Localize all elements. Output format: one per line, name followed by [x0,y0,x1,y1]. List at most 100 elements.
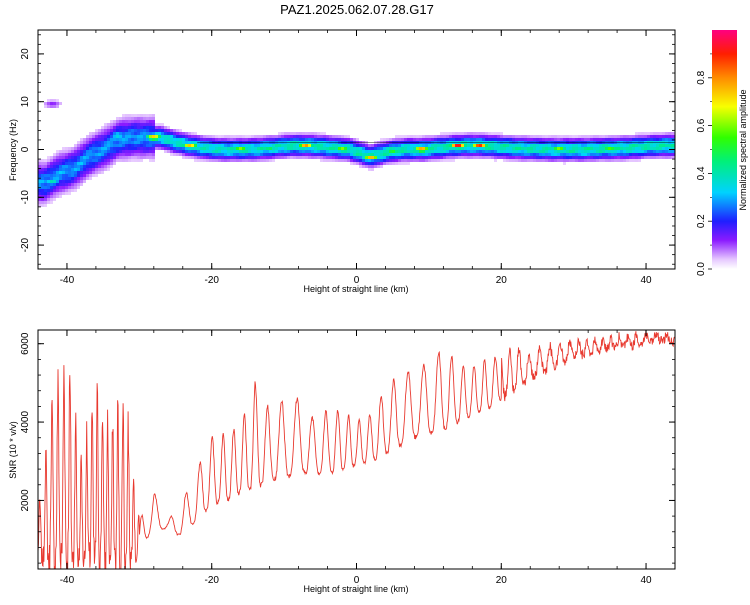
heatmap-cell [125,117,128,120]
heatmap-cell [293,153,296,156]
heatmap-cell [65,189,68,192]
heatmap-cell [59,171,62,174]
heatmap-cell [200,153,203,156]
heatmap-cell [455,144,458,147]
heatmap-cell [38,159,41,162]
heatmap-cell [443,132,446,135]
heatmap-cell [236,150,239,153]
heatmap-cell [185,138,188,141]
heatmap-cell [641,153,644,156]
heatmap-cell [368,156,371,159]
heatmap-cell [536,138,539,141]
heatmap-cell [44,177,47,180]
heatmap-cell [575,147,578,150]
heatmap-cell [68,189,71,192]
heatmap-cell [617,147,620,150]
heatmap-cell [464,150,467,153]
heatmap-cell [392,144,395,147]
heatmap-cell [71,165,74,168]
heatmap-cell [335,153,338,156]
heatmap-cell [83,141,86,144]
heatmap-cell [332,159,335,162]
heatmap-cell [362,159,365,162]
heatmap-cell [149,132,152,135]
heatmap-cell [494,153,497,156]
heatmap-cell [560,147,563,150]
heatmap-cell [632,150,635,153]
heatmap-cell [89,156,92,159]
heatmap-cell [611,153,614,156]
heatmap-cell [269,147,272,150]
heatmap-cell [236,138,239,141]
heatmap-cell [671,138,674,141]
heatmap-cell [602,153,605,156]
heatmap-cell [566,153,569,156]
heatmap-cell [41,201,44,204]
heatmap-cell [635,135,638,138]
heatmap-cell [242,150,245,153]
heatmap-cell [278,147,281,150]
heatmap-cell [152,156,155,159]
heatmap-cell [47,102,50,105]
heatmap-cell [509,147,512,150]
heatmap-cell [128,117,131,120]
heatmap-cell [71,168,74,171]
heatmap-cell [656,138,659,141]
heatmap-cell [662,144,665,147]
heatmap-cell [137,147,140,150]
heatmap-cell [290,144,293,147]
heatmap-cell [341,156,344,159]
heatmap-cell [134,150,137,153]
heatmap-cell [287,135,290,138]
heatmap-cell [542,138,545,141]
heatmap-cell [629,159,632,162]
heatmap-cell [56,180,59,183]
heatmap-cell [443,153,446,156]
heatmap-cell [503,150,506,153]
heatmap-cell [455,135,458,138]
heatmap-cell [266,144,269,147]
x-tick-label: -20 [205,275,220,286]
heatmap-cell [440,159,443,162]
heatmap-cell [143,123,146,126]
heatmap-cell [311,147,314,150]
heatmap-cell [587,138,590,141]
heatmap-cell [431,153,434,156]
heatmap-cell [665,138,668,141]
heatmap-cell [548,153,551,156]
heatmap-cell [119,156,122,159]
heatmap-cell [581,147,584,150]
heatmap-cell [65,180,68,183]
heatmap-cell [146,135,149,138]
heatmap-cell [215,138,218,141]
heatmap-cell [665,135,668,138]
heatmap-cell [422,135,425,138]
heatmap-cell [479,138,482,141]
heatmap-cell [527,147,530,150]
heatmap-cell [113,150,116,153]
heatmap-cell [620,144,623,147]
heatmap-cell [518,156,521,159]
heatmap-cell [101,141,104,144]
heatmap-cell [413,150,416,153]
heatmap-cell [332,150,335,153]
heatmap-cell [302,153,305,156]
heatmap-cell [284,144,287,147]
heatmap-cell [347,156,350,159]
heatmap-cell [47,180,50,183]
heatmap-cell [566,138,569,141]
heatmap-cell [368,162,371,165]
x-tick-label: 20 [496,275,508,286]
heatmap-cell [92,165,95,168]
heatmap-cell [350,147,353,150]
heatmap-cell [434,135,437,138]
heatmap-cell [347,135,350,138]
heatmap-cell [389,159,392,162]
heatmap-cell [590,144,593,147]
heatmap-cell [416,147,419,150]
heatmap-cell [131,153,134,156]
heatmap-cell [53,156,56,159]
heatmap-cell [545,159,548,162]
heatmap-cell [56,102,59,105]
heatmap-cell [563,144,566,147]
